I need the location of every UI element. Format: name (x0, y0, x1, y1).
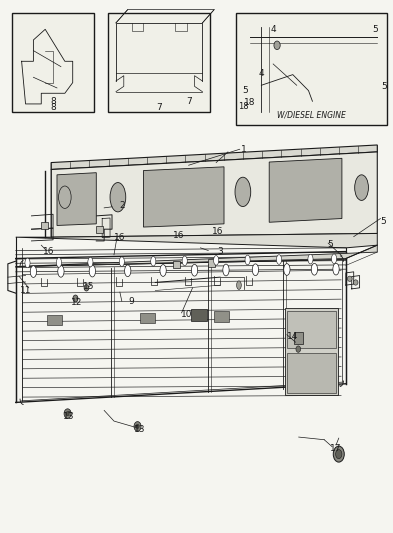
Text: 16: 16 (114, 233, 126, 241)
Bar (214, 311, 229, 322)
Ellipse shape (59, 186, 71, 208)
Text: 12: 12 (71, 298, 82, 307)
Text: 4: 4 (270, 25, 276, 34)
Ellipse shape (245, 255, 250, 265)
Ellipse shape (354, 175, 369, 200)
Ellipse shape (66, 411, 69, 416)
Text: 13: 13 (134, 425, 145, 433)
Ellipse shape (333, 446, 344, 462)
Ellipse shape (296, 346, 301, 352)
Text: 5: 5 (373, 25, 378, 34)
Ellipse shape (58, 265, 64, 277)
Text: 14: 14 (287, 333, 298, 341)
Ellipse shape (110, 182, 126, 212)
Ellipse shape (274, 41, 280, 50)
Bar (108, 13, 210, 112)
Text: 10: 10 (181, 310, 193, 319)
Polygon shape (57, 173, 96, 225)
Text: 2: 2 (119, 201, 125, 209)
Text: 5: 5 (243, 86, 248, 95)
Ellipse shape (333, 263, 339, 275)
Text: 90307  35D: 90307 35D (16, 12, 87, 25)
Ellipse shape (237, 281, 241, 289)
Ellipse shape (223, 264, 229, 276)
Ellipse shape (276, 255, 281, 264)
Text: 17: 17 (330, 445, 342, 453)
Ellipse shape (308, 254, 313, 264)
Text: W/DIESEL ENGINE: W/DIESEL ENGINE (277, 111, 346, 120)
Ellipse shape (214, 256, 219, 265)
Text: 3: 3 (217, 247, 223, 256)
Ellipse shape (57, 257, 61, 268)
Ellipse shape (191, 264, 198, 276)
Ellipse shape (284, 264, 290, 276)
Ellipse shape (136, 424, 139, 429)
Ellipse shape (311, 263, 318, 275)
Ellipse shape (336, 450, 342, 458)
Ellipse shape (353, 280, 358, 285)
Polygon shape (16, 245, 377, 266)
Text: 5: 5 (380, 217, 386, 225)
Text: 7: 7 (186, 97, 191, 106)
Ellipse shape (119, 257, 124, 266)
Bar (173, 261, 180, 268)
Polygon shape (51, 152, 377, 237)
Ellipse shape (84, 285, 89, 291)
Bar (191, 309, 207, 321)
Bar (96, 226, 103, 233)
Text: 13: 13 (63, 413, 75, 421)
Bar (285, 308, 338, 395)
Ellipse shape (30, 265, 37, 277)
Text: 16: 16 (212, 228, 224, 236)
Bar (287, 311, 336, 348)
Bar (236, 13, 387, 125)
Ellipse shape (134, 422, 141, 431)
Polygon shape (143, 167, 224, 227)
Text: 8: 8 (50, 97, 56, 106)
Text: 9: 9 (129, 297, 134, 305)
Polygon shape (51, 145, 377, 169)
Bar (47, 314, 62, 325)
Ellipse shape (332, 254, 337, 264)
Bar (12, 13, 94, 112)
Text: 4: 4 (259, 69, 264, 78)
Text: 16: 16 (173, 231, 185, 240)
Ellipse shape (235, 177, 251, 207)
Text: 15: 15 (83, 282, 94, 291)
Text: 7: 7 (156, 103, 162, 112)
Text: 18: 18 (238, 102, 249, 111)
Ellipse shape (25, 258, 30, 268)
Text: 11: 11 (20, 286, 31, 295)
Ellipse shape (64, 409, 71, 418)
Text: 5: 5 (327, 240, 333, 248)
Ellipse shape (88, 257, 93, 267)
Text: 1: 1 (241, 145, 246, 154)
Bar (287, 353, 336, 393)
Ellipse shape (151, 256, 156, 266)
Text: 5: 5 (382, 82, 387, 91)
Ellipse shape (252, 264, 259, 276)
Bar (294, 332, 303, 344)
Text: 18: 18 (244, 98, 255, 107)
Bar (41, 222, 48, 229)
Bar (140, 313, 155, 324)
Polygon shape (269, 158, 342, 222)
Ellipse shape (73, 295, 78, 302)
Ellipse shape (89, 265, 95, 277)
Ellipse shape (125, 265, 131, 277)
Text: 16: 16 (43, 247, 55, 256)
Polygon shape (16, 233, 377, 248)
Ellipse shape (182, 256, 187, 265)
Bar (208, 259, 215, 266)
Ellipse shape (347, 276, 352, 281)
Text: 8: 8 (50, 103, 56, 112)
Ellipse shape (160, 265, 166, 277)
